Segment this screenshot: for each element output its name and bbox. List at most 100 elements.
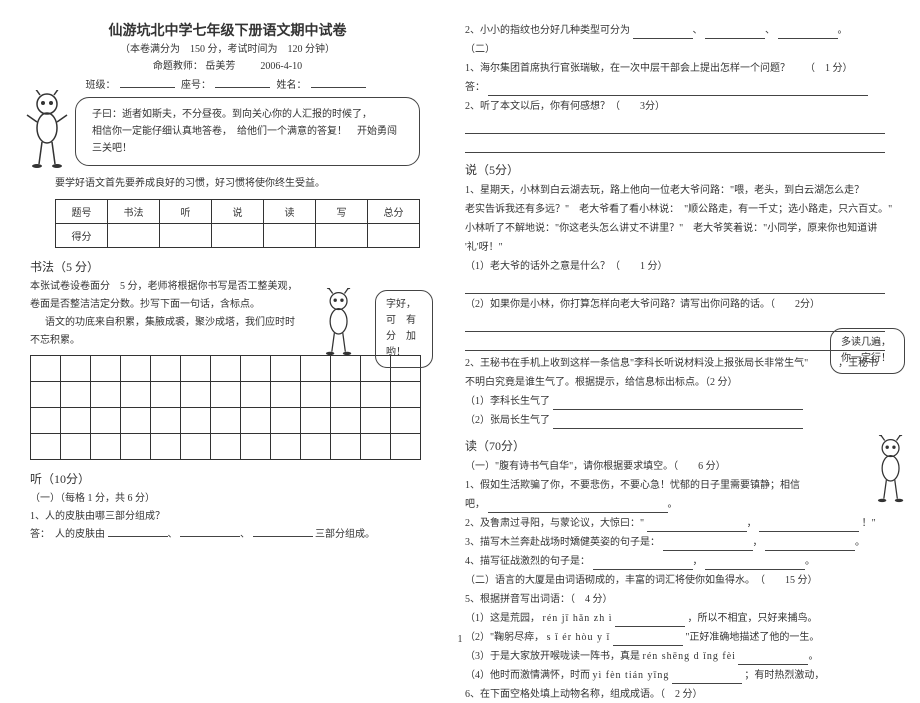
sec-2b: （二）语言的大厦是由词语砌成的，丰富的词汇将使你如鱼得水。 （ 15 分） [465,572,905,589]
ans-blank[interactable] [253,527,313,537]
q-text: （2）张局长生气了 [465,415,550,426]
student-fields: 班级： 座号： 姓名： [15,76,440,91]
q-blank[interactable] [765,541,855,551]
shuo-b1: 1、星期天，小林到白云湖去玩，路上他向一位老大爷问路："喂，老头，到白云湖怎么走… [465,182,905,199]
right-column: 2、小小的指纹也分好几种类型可分为 、 、 。 （二） 1、海尔集团首席执行官张… [455,20,905,644]
b2-l1: 字好， [386,297,422,313]
b3-l2: 你一定行！ [841,351,894,367]
mascot-icon-1 [25,90,70,170]
q-blank[interactable] [663,541,753,551]
q-blank[interactable] [465,322,885,332]
pinyin: yì fèn tián yīng [593,670,670,681]
shuo-b4: '礼'呀！" [465,239,905,256]
q-blank[interactable] [465,143,885,153]
q2-2-pre: 2、听了本文以后，你有何感想？（ 3分） [465,98,905,115]
q-blank[interactable] [553,400,803,410]
th: 题号 [56,200,108,224]
mascot-icon-3 [872,435,910,505]
ans-blank[interactable] [108,527,168,537]
ting-heading: 听（10分） [30,470,440,487]
ting-q1-ans: 答： 人的皮肤由 、 、 三部分组成。 [30,527,440,543]
score-cell[interactable] [160,224,212,248]
shuo-b3: 小林听了不解地说："你这老头怎么讲丈不讲里？" 老大爷笑着说："小同学，原来你也… [465,220,905,237]
q-text: （1）这是荒园， [465,613,540,624]
du-3: 3、描写木兰奔赴战场时矯健英姿的句子是： ， 。 [465,534,905,551]
q-blank[interactable] [647,522,747,532]
q-blank[interactable] [465,341,885,351]
score-cell[interactable] [264,224,316,248]
name-blank[interactable] [311,77,366,88]
du-2: 2、及鲁肃过寻阳，与蒙论议，大惊曰：" ， ！" [465,515,905,532]
ans-blank[interactable] [180,527,240,537]
q5-2: （2）"鞠躬尽瘁， s ǐ ér hòu y ǐ "正好准确地描述了他的一生。 [465,629,905,646]
bubble-line2: 相信你一定能仔细认真地答卷， 给他们一个满意的答复！ 开始勇闯 [92,123,403,140]
du-sub: （一）"腹有诗书气自华"，请你根据要求填空。（ 6 分） [465,458,905,475]
class-label: 班级： [86,80,116,91]
seat-blank[interactable] [215,77,270,88]
table-row: 得分 [56,224,420,248]
du-4: 4、描写征战激烈的句子是： ， 。 [465,553,905,570]
q-blank[interactable] [488,503,668,513]
table-row: 题号 书法 听 说 读 写 总分 [56,200,420,224]
q2-2-2: （2）张局长生气了 [465,412,905,429]
teacher-name: 岳美芳 [205,61,235,72]
shuo-q2: （2）如果你是小林，你打算怎样向老大爷问路？请写出你问路的话。（ 2分） [465,296,905,313]
th: 总分 [368,200,420,224]
q-blank[interactable] [488,86,868,96]
score-cell[interactable] [212,224,264,248]
pinyin: rén jī hǎn zh ì [543,613,613,624]
exam-date: 2006-4-10 [260,61,302,72]
q-text: （3）于是大家放开喉咙读一阵书，真是 [465,651,640,662]
q-blank[interactable] [465,124,885,134]
th: 听 [160,200,212,224]
q-blank[interactable] [759,522,859,532]
th: 写 [316,200,368,224]
q5: 5、根据拼音写出词语：（ 4 分） [465,591,905,608]
intro-text: 要学好语文首先要养成良好的习惯，好习惯将使你终生受益。 [55,176,420,191]
writing-grid[interactable] [30,355,421,460]
score-table: 题号 书法 听 说 读 写 总分 得分 [55,199,420,248]
q-blank[interactable] [593,560,693,570]
row-label: 得分 [56,224,108,248]
q-blank[interactable] [553,419,803,429]
ans-line: 答： [465,79,905,96]
q5-3: （3）于是大家放开喉咙读一阵书，真是 rén shēng d ǐng fèi 。 [465,648,905,665]
q-blank[interactable] [738,655,808,665]
q-text: （1）李科长生气了 [465,396,550,407]
exam-title: 仙游坑北中学七年级下册语文期中试卷 [15,20,440,40]
q-blank[interactable] [778,29,838,39]
q-blank[interactable] [672,674,742,684]
shuo-b2: 老实告诉我还有多远？" 老大爷看了看小林说： "顺公路走，有一千丈；选小路走，只… [465,201,905,218]
q-blank[interactable] [465,284,885,294]
du-1: 1、假如生活欺骗了你，不要悲伤，不要心急！忧郁的日子里需要镇静；相信 [465,477,905,494]
shufa-heading: 书法（5 分） [30,258,440,275]
q-text: "正好准确地描述了他的一生。 [685,632,819,643]
q-blank[interactable] [705,29,765,39]
score-cell[interactable] [368,224,420,248]
class-blank[interactable] [120,77,175,88]
score-cell[interactable] [108,224,160,248]
shuo-q1: （1）老大爷的话外之意是什么？（ 1 分） [465,258,905,275]
intro-speech-bubble: 子曰：逝者如斯夫，不分昼夜。到向关心你的人汇报的时候了， 相信你一定能仔细认真地… [75,97,420,166]
th: 书法 [108,200,160,224]
left-column: 仙游坑北中学七年级下册语文期中试卷 （本卷满分为 150 分，考试时间为 120… [15,20,455,644]
score-cell[interactable] [316,224,368,248]
q-text: ；有时热烈激动， [744,670,824,681]
shuo-heading: 说（5分） [465,161,905,178]
bubble-2: 字好， 可 有 分 加 哟！ [375,290,433,368]
teacher-label: 命题教师： [153,61,203,72]
b2-l3: 分 加 [386,329,422,345]
q-text: 1、假如生活欺骗了你，不要悲伤，不要心急！忧郁的日子里需要镇静；相信 [465,480,800,491]
b2-l2: 可 有 [386,313,422,329]
mascot-icon-2 [320,288,358,358]
q-blank[interactable] [615,617,685,627]
q6: 6、在下面空格处填上动物名称，组成成语。（ 2 分） [465,686,905,703]
q2-2-1: （1）李科长生气了 [465,393,905,410]
q-text: ！" [862,518,876,529]
q-blank[interactable] [705,560,805,570]
exam-sub: （本卷满分为 150 分，考试时间为 120 分钟） [15,40,440,55]
ting-sub: （一）（每格 1 分，共 6 分） [30,491,440,507]
q-blank[interactable] [633,29,693,39]
q-blank[interactable] [613,636,683,646]
teacher-line: 命题教师： 岳美芳 2006-4-10 [15,57,440,72]
